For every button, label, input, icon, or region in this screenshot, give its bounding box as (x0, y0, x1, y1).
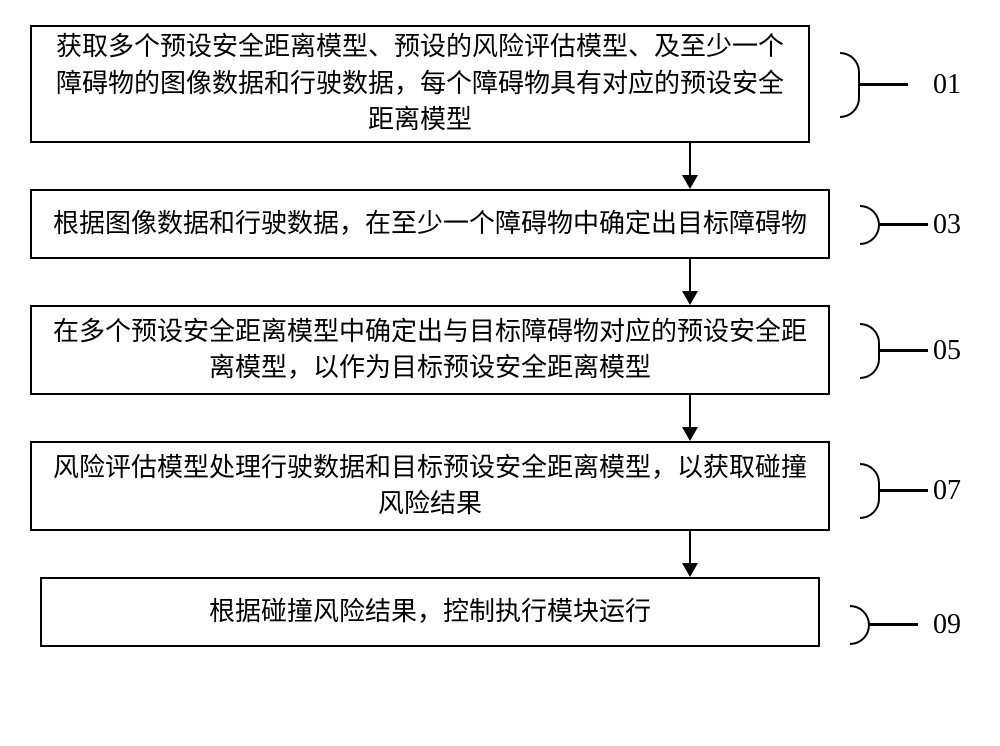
curve-01 (840, 52, 860, 118)
step-box-03: 根据图像数据和行驶数据，在至少一个障碍物中确定出目标障碍物 (30, 189, 830, 259)
step-label-09: 09 (933, 609, 961, 641)
connector-03 (878, 223, 928, 226)
connector-05 (878, 349, 928, 352)
step-label-03: 03 (933, 209, 961, 241)
step-row-01: 获取多个预设安全距离模型、预设的风险评估模型、及至少一个障碍物的图像数据和行驶数… (30, 25, 970, 143)
arrow-line (689, 143, 692, 175)
arrow-head (682, 175, 698, 189)
arrow-head (682, 291, 698, 305)
step-box-05: 在多个预设安全距离模型中确定出与目标障碍物对应的预设安全距离模型，以作为目标预设… (30, 305, 830, 395)
step-label-07: 07 (933, 475, 961, 507)
arrow-line (689, 531, 692, 563)
arrow-03-05 (410, 259, 970, 305)
step-text-05: 在多个预设安全距离模型中确定出与目标障碍物对应的预设安全距离模型，以作为目标预设… (52, 314, 808, 387)
connector-01 (858, 83, 908, 86)
step-box-07: 风险评估模型处理行驶数据和目标预设安全距离模型，以获取碰撞风险结果 (30, 441, 830, 531)
step-text-09: 根据碰撞风险结果，控制执行模块运行 (209, 594, 651, 630)
step-row-03: 根据图像数据和行驶数据，在至少一个障碍物中确定出目标障碍物 (30, 189, 970, 259)
step-text-01: 获取多个预设安全距离模型、预设的风险评估模型、及至少一个障碍物的图像数据和行驶数… (52, 29, 788, 138)
arrow-head (682, 563, 698, 577)
step-box-09: 根据碰撞风险结果，控制执行模块运行 (40, 577, 820, 647)
flowchart-container: 获取多个预设安全距离模型、预设的风险评估模型、及至少一个障碍物的图像数据和行驶数… (30, 25, 970, 647)
step-row-09: 根据碰撞风险结果，控制执行模块运行 (30, 577, 970, 647)
arrow-head (682, 427, 698, 441)
arrow-line (689, 259, 692, 291)
step-text-03: 根据图像数据和行驶数据，在至少一个障碍物中确定出目标障碍物 (53, 206, 807, 242)
arrow-01-03 (410, 143, 970, 189)
arrow-line (689, 395, 692, 427)
step-box-01: 获取多个预设安全距离模型、预设的风险评估模型、及至少一个障碍物的图像数据和行驶数… (30, 25, 810, 143)
step-label-01: 01 (933, 69, 961, 101)
connector-09 (868, 623, 918, 626)
step-row-05: 在多个预设安全距离模型中确定出与目标障碍物对应的预设安全距离模型，以作为目标预设… (30, 305, 970, 395)
connector-07 (878, 489, 928, 492)
step-text-07: 风险评估模型处理行驶数据和目标预设安全距离模型，以获取碰撞风险结果 (52, 450, 808, 523)
arrow-07-09 (410, 531, 970, 577)
step-label-05: 05 (933, 335, 961, 367)
arrow-05-07 (410, 395, 970, 441)
step-row-07: 风险评估模型处理行驶数据和目标预设安全距离模型，以获取碰撞风险结果 (30, 441, 970, 531)
